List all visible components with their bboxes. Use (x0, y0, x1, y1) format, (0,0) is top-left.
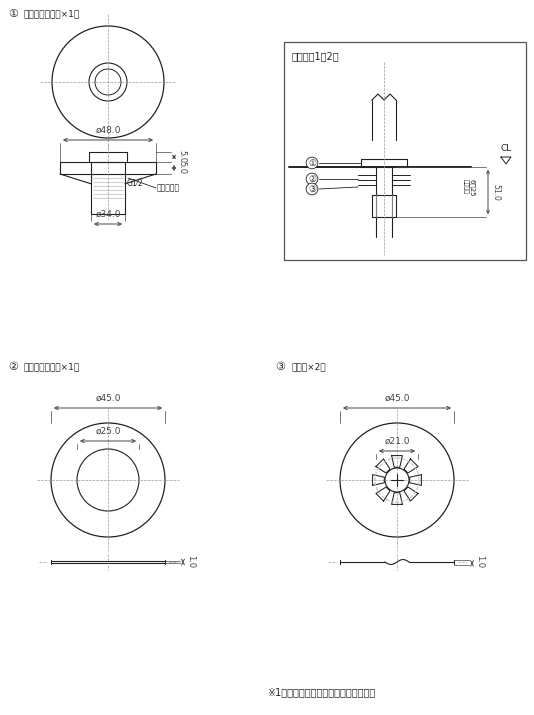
Text: ②: ② (308, 174, 316, 184)
Text: 5.0: 5.0 (177, 150, 186, 164)
Text: 1.0: 1.0 (475, 556, 484, 568)
Text: 6～25: 6～25 (469, 179, 475, 197)
Text: ø25.0: ø25.0 (95, 427, 121, 436)
Text: 51.0: 51.0 (491, 184, 500, 200)
Text: ①: ① (8, 9, 18, 19)
Text: 5.0: 5.0 (177, 162, 186, 174)
Text: CL: CL (500, 144, 512, 153)
Text: ø45.0: ø45.0 (95, 394, 121, 403)
Text: ø34.0: ø34.0 (95, 210, 121, 219)
Text: 合座シート: 合座シート (157, 184, 180, 192)
Text: G1⁄2: G1⁄2 (127, 179, 144, 189)
Text: ø21.0: ø21.0 (384, 437, 410, 446)
Text: ※1　（　）内寸法は参考寸法である。: ※1 （ ）内寸法は参考寸法である。 (267, 687, 375, 697)
Text: 温座（×2）: 温座（×2） (291, 363, 326, 372)
Text: ゴムパッキン（×1）: ゴムパッキン（×1） (24, 363, 80, 372)
Text: アダプター　（×1）: アダプター （×1） (24, 9, 80, 19)
Text: ②: ② (8, 362, 18, 372)
Text: 取付寈法: 取付寈法 (463, 179, 469, 194)
Text: ø48.0: ø48.0 (95, 126, 121, 135)
Text: ③: ③ (308, 184, 316, 194)
Text: ③: ③ (275, 362, 285, 372)
Text: ①: ① (308, 159, 316, 167)
Text: 取付例（1／2）: 取付例（1／2） (292, 51, 340, 61)
Text: ø45.0: ø45.0 (384, 394, 410, 403)
Bar (284, 42, 526, 260)
Text: 1.0: 1.0 (186, 556, 195, 568)
